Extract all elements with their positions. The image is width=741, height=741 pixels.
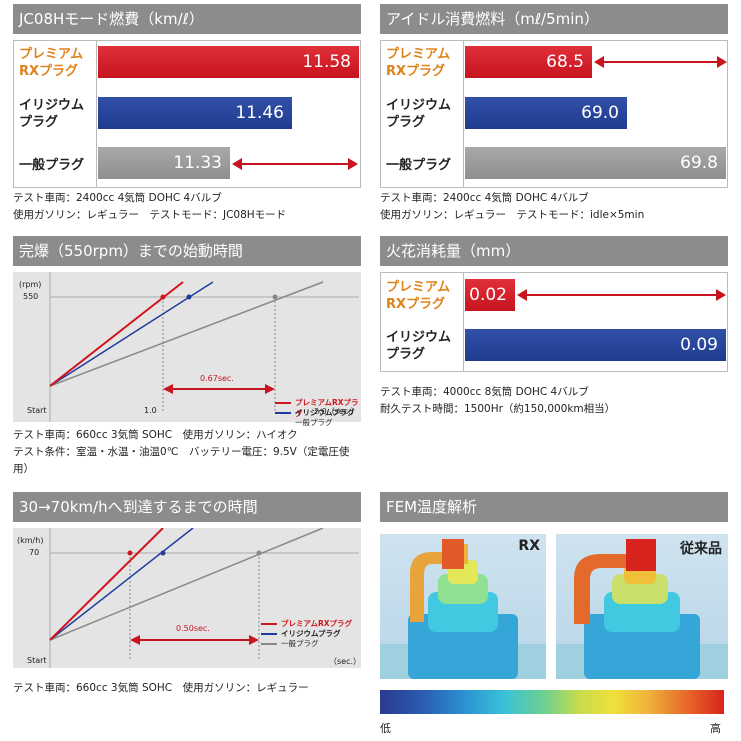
difference-arrow bbox=[517, 289, 726, 301]
legend-iridium: イリジウムプラグ bbox=[281, 629, 341, 638]
row-label-normal: 一般プラグ bbox=[386, 158, 452, 173]
acceleration-title: 30→70km/hへ到達するまでの時間 bbox=[13, 492, 361, 522]
point-normal bbox=[256, 550, 262, 556]
bar-rx: 68.5 bbox=[465, 46, 592, 78]
idle-fuel-title: アイドル消費燃料（mℓ/5min） bbox=[380, 4, 728, 34]
spark-wear-panel: 火花消耗量（mm） プレミアム RXプラグ 0.02 イリジウム プラグ 0.09 … bbox=[380, 236, 728, 426]
legend-normal: 一般プラグ bbox=[295, 418, 333, 427]
series-iridium bbox=[49, 528, 194, 641]
x-start: Start bbox=[27, 656, 47, 665]
bar-normal: 69.8 bbox=[465, 147, 726, 179]
idle-fuel-chart: プレミアム RXプラグ 68.5 イリジウム プラグ 69.0 一般プラグ 69.8 bbox=[380, 40, 728, 188]
temperature-scale-bar bbox=[380, 690, 724, 714]
diff-label: 0.50sec. bbox=[176, 624, 210, 633]
diff-label: 0.67sec. bbox=[200, 374, 234, 383]
point-rx bbox=[127, 550, 133, 556]
bar-iridium: 69.0 bbox=[465, 97, 627, 129]
note-1: テスト車両：660cc 3気筒 SOHC 使用ガソリン：レギュラー bbox=[13, 682, 309, 694]
note-1: テスト車両：2400cc 4気筒 DOHC 4バルブ bbox=[13, 192, 222, 204]
legend-rx: プレミアムRXプラグ bbox=[295, 398, 359, 418]
fuel-economy-chart: プレミアム RXプラグ 11.58 イリジウム プラグ 11.46 一般プラグ 11… bbox=[13, 40, 361, 188]
idle-fuel-panel: アイドル消費燃料（mℓ/5min） プレミアム RXプラグ 68.5 イリジウムプ… bbox=[380, 4, 728, 230]
note-2: 使用ガソリン：レギュラー テストモード：idle×5min bbox=[380, 209, 645, 221]
fuel-economy-title: JC08Hモード燃費（km/ℓ） bbox=[13, 4, 361, 34]
row-label-iridium: イリジウム プラグ bbox=[386, 330, 452, 362]
bar-iridium: 0.09 bbox=[465, 329, 726, 361]
point-rx bbox=[160, 294, 166, 300]
y-tick-550: 550 bbox=[23, 292, 39, 301]
y-unit: (rpm) bbox=[19, 280, 42, 289]
fem-image-rx: RX bbox=[380, 534, 546, 679]
fuel-economy-panel: JC08Hモード燃費（km/ℓ） プレミアム RXプラグ 11.58 イリジウムプ… bbox=[13, 4, 361, 230]
start-time-graph: (rpm) 550 0.67sec. プレミアムRXプラグ イリジウムプラグ bbox=[13, 272, 361, 422]
start-time-title: 完爆（550rpm）までの始動時間 bbox=[13, 236, 361, 266]
scale-low-label: 低 bbox=[380, 722, 391, 735]
bar-rx: 11.58 bbox=[98, 46, 359, 78]
fem-image-conventional: 従来品 bbox=[556, 534, 728, 679]
y-tick-70: 70 bbox=[29, 548, 40, 557]
note-1: テスト車両：4000cc 8気筒 DOHC 4バルブ bbox=[380, 386, 589, 398]
fem-panel: FEM温度解析 RX 従来品 低 高 bbox=[380, 492, 728, 738]
series-iridium bbox=[49, 281, 214, 387]
bar-normal: 11.33 bbox=[98, 147, 230, 179]
acceleration-panel: 30→70km/hへ到達するまでの時間 (km/h) 70 0.50sec. プ… bbox=[13, 492, 361, 702]
series-rx bbox=[49, 528, 164, 641]
series-normal bbox=[49, 281, 324, 387]
note-2: 耐久テスト時間：1500Hr（約150,000km相当） bbox=[380, 403, 616, 415]
note-1: テスト車両：660cc 3気筒 SOHC 使用ガソリン：ハイオク bbox=[13, 429, 298, 441]
series-normal bbox=[49, 528, 324, 641]
fem-label-rx: RX bbox=[518, 538, 540, 554]
spark-wear-title: 火花消耗量（mm） bbox=[380, 236, 728, 266]
row-label-rx: プレミアム RXプラグ bbox=[19, 47, 84, 79]
note-1: テスト車両：2400cc 4気筒 DOHC 4バルブ bbox=[380, 192, 589, 204]
fem-title: FEM温度解析 bbox=[380, 492, 728, 522]
note-3: 用） bbox=[13, 463, 34, 475]
fem-label-conventional: 従来品 bbox=[680, 541, 722, 557]
row-label-rx: プレミアム RXプラグ bbox=[386, 280, 451, 312]
row-label-iridium: イリジウム プラグ bbox=[386, 98, 452, 130]
note-2: 使用ガソリン：レギュラー テストモード：JC08Hモード bbox=[13, 209, 287, 221]
legend-normal: 一般プラグ bbox=[281, 639, 319, 648]
acceleration-graph: (km/h) 70 0.50sec. プレミアムRXプラグ イリジウムプラグ 一… bbox=[13, 528, 361, 668]
point-iridium bbox=[160, 550, 166, 556]
y-unit: (km/h) bbox=[17, 536, 44, 545]
note-2: テスト条件：室温・水温・油温0℃ バッテリー電圧：9.5V（定電圧使 bbox=[13, 446, 350, 458]
row-label-normal: 一般プラグ bbox=[19, 158, 85, 173]
row-label-iridium: イリジウム プラグ bbox=[19, 98, 85, 130]
point-normal bbox=[272, 294, 278, 300]
difference-arrow bbox=[232, 158, 358, 170]
x-end: （sec.） bbox=[329, 657, 362, 666]
x-start: Start bbox=[27, 406, 47, 415]
bar-iridium: 11.46 bbox=[98, 97, 292, 129]
legend-iridium: イリジウムプラグ bbox=[295, 408, 355, 417]
scale-high-label: 高 bbox=[710, 722, 721, 735]
difference-arrow bbox=[594, 56, 727, 68]
series-rx bbox=[49, 281, 184, 387]
legend-rx: プレミアムRXプラグ bbox=[281, 619, 353, 628]
row-label-rx: プレミアム RXプラグ bbox=[386, 47, 451, 79]
x-tick-1: 1.0 bbox=[144, 406, 157, 415]
x-tick-2: 2.0（sec.） bbox=[314, 407, 359, 416]
bar-rx: 0.02 bbox=[465, 279, 515, 311]
start-time-panel: 完爆（550rpm）までの始動時間 (rpm) 550 0.67sec. プレミ… bbox=[13, 236, 361, 484]
spark-wear-chart: プレミアム RXプラグ 0.02 イリジウム プラグ 0.09 bbox=[380, 272, 728, 372]
point-iridium bbox=[186, 294, 192, 300]
